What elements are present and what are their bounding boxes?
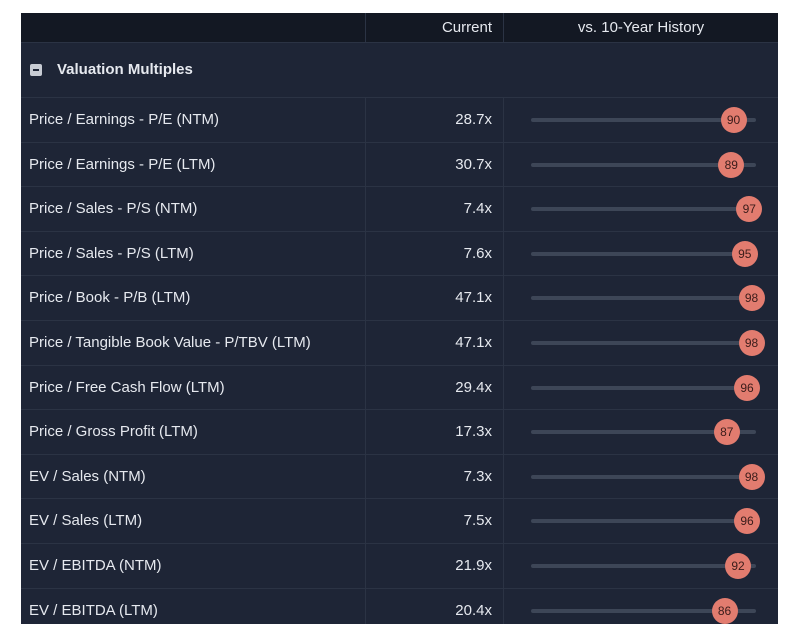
table-row[interactable]: EV / Sales (LTM) 7.5x 96 [21,499,778,544]
percentile-marker: 86 [711,597,738,624]
history-percentile-bar: 90 [504,98,778,142]
metric-name: Price / Earnings - P/E (LTM) [29,155,216,173]
percentile-track [531,296,756,301]
table-row[interactable]: Price / Earnings - P/E (NTM) 28.7x 90 [21,98,778,143]
percentile-marker: 87 [713,419,740,446]
header-name-column [21,13,366,42]
percentile-track [531,118,756,122]
table-row[interactable]: Price / Sales - P/S (NTM) 7.4x 97 [21,187,778,232]
metric-name: Price / Gross Profit (LTM) [29,423,198,441]
table-row[interactable]: Price / Earnings - P/E (LTM) 30.7x 89 [21,142,778,188]
percentile-marker: 98 [738,329,765,356]
percentile-marker: 98 [738,285,765,312]
percentile-marker: 96 [734,508,760,535]
table-header: Current vs. 10-Year History [21,13,778,43]
metric-name: EV / EBITDA (NTM) [29,556,162,574]
percentile-track [531,430,756,435]
metric-name: EV / EBITDA (LTM) [29,601,158,619]
percentile-track [531,207,756,212]
percentile-marker: 96 [734,374,760,401]
current-value: 30.7x [365,142,504,187]
percentile-track [531,563,756,568]
minus-square-icon[interactable] [30,64,42,76]
history-percentile-bar: 86 [504,589,778,624]
table-row[interactable]: Price / Gross Profit (LTM) 17.3x 87 [21,410,778,455]
metric-name: Price / Free Cash Flow (LTM) [29,378,225,396]
percentile-track [531,385,756,390]
metric-name: Price / Sales - P/S (LTM) [29,244,194,262]
history-percentile-bar: 89 [504,143,778,187]
header-current[interactable]: Current [365,13,504,42]
history-percentile-bar: 92 [504,544,778,588]
percentile-track [531,251,756,256]
section-valuation-multiples[interactable]: Valuation Multiples [21,43,778,98]
percentile-track [531,162,756,167]
history-percentile-bar: 98 [504,455,778,499]
percentile-marker: 98 [738,463,765,490]
current-value: 29.4x [365,365,504,410]
percentile-track [531,608,756,613]
history-percentile-bar: 95 [504,232,778,276]
metric-name: Price / Earnings - P/E (NTM) [29,111,220,128]
history-percentile-bar: 96 [504,366,778,410]
current-value: 28.7x [365,98,504,142]
current-value: 21.9x [365,543,504,588]
table-row[interactable]: EV / EBITDA (LTM) 20.4x 86 [21,588,778,624]
history-percentile-bar: 96 [504,499,778,543]
section-title: Valuation Multiples [57,61,193,78]
table-body: Price / Earnings - P/E (NTM) 28.7x 90 Price… [21,98,778,624]
percentile-track [531,340,756,345]
percentile-marker: 89 [718,151,745,178]
table-row[interactable]: EV / EBITDA (NTM) 21.9x 92 [21,543,778,589]
current-value: 7.5x [365,499,504,543]
history-percentile-bar: 97 [504,187,778,231]
percentile-marker: 92 [725,552,751,579]
header-history[interactable]: vs. 10-Year History [577,19,705,36]
percentile-track [531,519,756,524]
table-row[interactable]: Price / Free Cash Flow (LTM) 29.4x 96 [21,365,778,411]
history-percentile-bar: 98 [504,276,778,320]
table-row[interactable]: Price / Tangible Book Value - P/TBV (LTM… [21,320,778,366]
history-percentile-bar: 98 [504,321,778,365]
current-value: 47.1x [365,320,504,365]
valuation-table: Current vs. 10-Year History Valuation Mu… [21,13,778,624]
current-value: 20.4x [365,588,504,624]
current-value: 7.4x [365,187,504,231]
table-row[interactable]: EV / Sales (NTM) 7.3x 98 [21,454,778,500]
current-value: 7.6x [365,231,504,276]
current-value: 7.3x [365,454,504,499]
metric-name: Price / Sales - P/S (NTM) [29,200,198,218]
percentile-track [531,474,756,479]
current-value: 17.3x [365,410,504,454]
metric-name: Price / Tangible Book Value - P/TBV (LTM… [29,333,311,351]
metric-name: Price / Book - P/B (LTM) [29,289,191,307]
metric-name: EV / Sales (LTM) [29,512,143,530]
metric-name: EV / Sales (NTM) [29,467,146,485]
percentile-marker: 95 [731,240,758,267]
table-row[interactable]: Price / Sales - P/S (LTM) 7.6x 95 [21,231,778,277]
current-value: 47.1x [365,276,504,320]
table-row[interactable]: Price / Book - P/B (LTM) 47.1x 98 [21,276,778,321]
percentile-marker: 90 [720,107,747,133]
history-percentile-bar: 87 [504,410,778,454]
percentile-marker: 97 [736,196,763,223]
